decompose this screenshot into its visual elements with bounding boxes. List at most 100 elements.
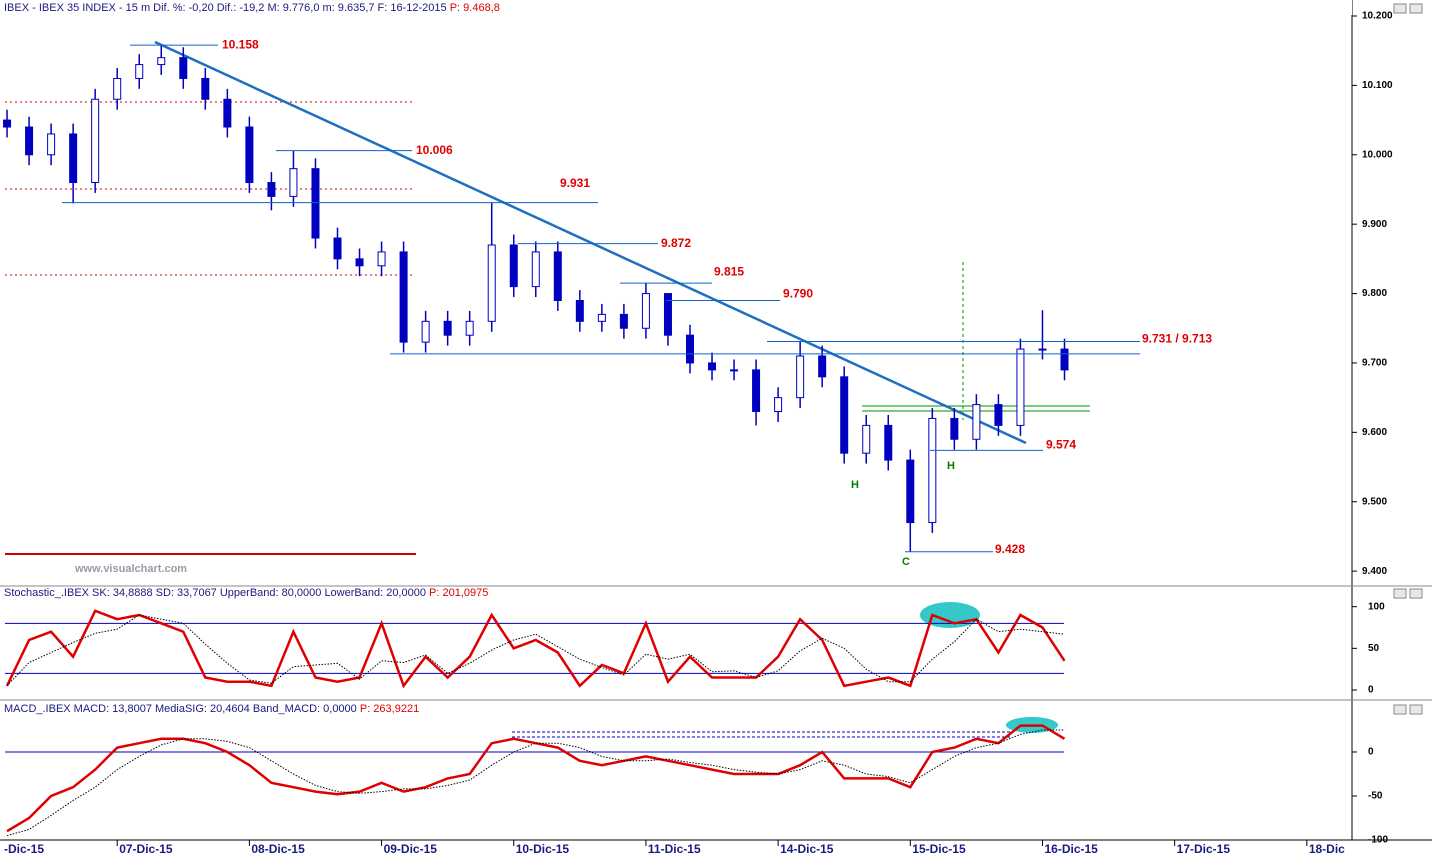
candle-body xyxy=(972,404,981,440)
candle-body xyxy=(1016,348,1025,426)
title-price: P: 201,0975 xyxy=(429,587,488,599)
panel-title: Stochastic_.IBEX SK: 34,8888 SD: 33,7067… xyxy=(4,587,488,599)
candle-body xyxy=(443,320,452,336)
x-tick-label: 10-Dic-15 xyxy=(516,842,570,856)
plot-area xyxy=(3,44,1140,837)
title: Stochastic_.IBEX SK: 34,8888 SD: 33,7067… xyxy=(4,587,426,599)
title: IBEX - IBEX 35 INDEX - 15 m Dif. %: -0,2… xyxy=(4,2,447,14)
panel-title: MACD_.IBEX MACD: 13,8007 MediaSIG: 20,46… xyxy=(4,703,419,715)
level-label: 9.790 xyxy=(783,287,813,301)
candle-body xyxy=(135,64,144,79)
y-tick-label: 0 xyxy=(1368,685,1374,696)
y-tick-label: 10.000 xyxy=(1362,149,1393,160)
candle-body xyxy=(862,424,871,454)
candle-body xyxy=(553,251,562,302)
candle-body xyxy=(663,293,672,336)
y-tick-label: -100 xyxy=(1368,835,1388,846)
candle-body xyxy=(267,182,276,197)
candle-body xyxy=(399,251,408,343)
candle-body xyxy=(487,244,496,322)
candle-body xyxy=(289,168,298,197)
candle-body xyxy=(3,119,12,128)
scroll-button[interactable] xyxy=(1393,704,1407,715)
candle-body xyxy=(91,98,100,184)
candle-body xyxy=(25,126,34,156)
level-label: 9.574 xyxy=(1046,438,1076,452)
candle-body xyxy=(597,313,606,322)
x-tick-label: 17-Dic-15 xyxy=(1177,842,1231,856)
scroll-button[interactable] xyxy=(1409,704,1423,715)
x-tick-label: 07-Dic-15 xyxy=(119,842,173,856)
panel-controls xyxy=(1393,3,1423,715)
watermark: www.visualchart.com xyxy=(74,563,187,575)
candle-body xyxy=(730,369,739,372)
indicator-line xyxy=(6,724,1066,833)
candle-body xyxy=(333,237,342,260)
pattern-label: H xyxy=(851,479,859,491)
candle-body xyxy=(950,417,959,440)
y-tick-label: 50 xyxy=(1368,643,1380,654)
candle-body xyxy=(774,397,783,413)
trend-line xyxy=(154,40,1027,445)
title: MACD_.IBEX MACD: 13,8007 MediaSIG: 20,46… xyxy=(4,703,357,715)
x-tick-label: 15-Dic-15 xyxy=(912,842,966,856)
candle-body xyxy=(1060,348,1069,371)
candle-body xyxy=(685,334,694,364)
pattern-label: H xyxy=(947,460,955,472)
y-tick-label: 0 xyxy=(1368,747,1374,758)
candle-body xyxy=(531,251,540,288)
scroll-button[interactable] xyxy=(1393,3,1407,14)
candle-body xyxy=(884,424,893,461)
x-tick-label: 09-Dic-15 xyxy=(384,842,438,856)
candle-body xyxy=(509,244,518,288)
x-tick-label: 11-Dic-15 xyxy=(648,842,701,856)
x-tick-label: 16-Dic-15 xyxy=(1044,842,1098,856)
level-label: 9.428 xyxy=(995,542,1025,556)
candle-body xyxy=(818,355,827,378)
candle-body xyxy=(355,258,364,267)
x-tick-label: 18-Dic xyxy=(1309,842,1345,856)
indicator-line xyxy=(5,609,1066,689)
scroll-button[interactable] xyxy=(1409,3,1423,14)
y-tick-label: 9.700 xyxy=(1362,358,1387,369)
candle-body xyxy=(377,251,386,267)
candle-body xyxy=(201,77,210,100)
candle-body xyxy=(69,133,78,184)
scroll-button[interactable] xyxy=(1409,588,1423,599)
y-tick-label: 9.900 xyxy=(1362,219,1387,230)
candle-body xyxy=(223,98,232,128)
candle-body xyxy=(708,362,717,371)
candle-body xyxy=(311,168,320,239)
y-tick-label: 10.200 xyxy=(1362,11,1393,22)
candle-body xyxy=(245,126,254,184)
indicator-line xyxy=(6,729,1065,837)
candle-body xyxy=(465,320,474,336)
scroll-button[interactable] xyxy=(1393,588,1407,599)
candle-body xyxy=(641,293,650,329)
x-tick-label: 14-Dic-15 xyxy=(780,842,834,856)
candle-body xyxy=(1038,348,1047,351)
candle-body xyxy=(421,320,430,343)
title-price: P: 263,9221 xyxy=(360,703,419,715)
level-label: 9.815 xyxy=(714,264,744,278)
candle-body xyxy=(113,77,122,100)
candle-body xyxy=(157,57,166,66)
level-label: 10.006 xyxy=(416,143,453,157)
candle-body xyxy=(928,417,937,524)
candle-body xyxy=(796,355,805,399)
candle-body xyxy=(47,133,56,156)
candle-body xyxy=(840,376,849,454)
level-label: 10.158 xyxy=(222,37,259,51)
y-tick-label: 9.500 xyxy=(1362,496,1387,507)
header-bg xyxy=(0,0,1352,15)
candle-body xyxy=(906,459,915,524)
panel-title: IBEX - IBEX 35 INDEX - 15 m Dif. %: -0,2… xyxy=(4,2,500,14)
candle-body xyxy=(994,404,1003,426)
y-tick-label: 10.100 xyxy=(1362,80,1393,91)
y-tick-label: 9.600 xyxy=(1362,427,1387,438)
y-tick-label: -50 xyxy=(1368,791,1383,802)
y-tick-label: 9.800 xyxy=(1362,288,1387,299)
pattern-label: C xyxy=(902,556,910,568)
